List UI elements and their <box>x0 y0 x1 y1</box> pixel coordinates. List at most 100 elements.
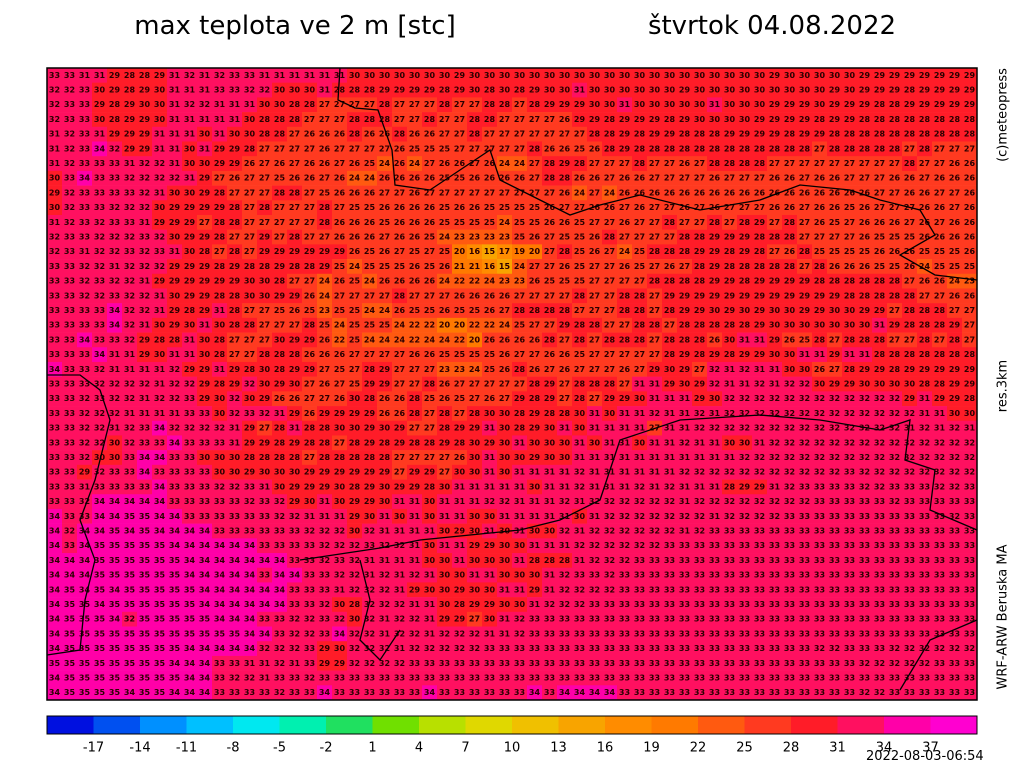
cell: 29 <box>827 347 843 363</box>
cell: 23 <box>482 229 498 245</box>
cell-value: 28 <box>304 100 316 109</box>
cell-value: 29 <box>334 247 346 256</box>
cell: 27 <box>872 156 888 172</box>
cell: 29 <box>767 68 783 83</box>
cell-value: 29 <box>574 100 586 109</box>
cell-value: 33 <box>94 306 105 315</box>
cell-value: 29 <box>934 86 946 95</box>
cell: 28 <box>572 317 588 333</box>
cell: 32 <box>77 273 93 289</box>
cell: 30 <box>632 391 648 407</box>
cell-value: 29 <box>154 218 166 227</box>
cell: 31 <box>632 406 648 422</box>
cell: 29 <box>137 82 153 98</box>
cell: 30 <box>512 68 528 83</box>
cell: 30 <box>632 82 648 98</box>
cell-value: 21 <box>454 262 466 271</box>
cell-value: 30 <box>154 203 166 212</box>
cell-value: 31 <box>139 394 151 403</box>
cell-value: 26 <box>454 159 466 168</box>
cell-value: 28 <box>379 453 391 462</box>
cell-value: 28 <box>874 115 886 124</box>
cell-value: 28 <box>739 262 751 271</box>
cell: 26 <box>422 126 438 142</box>
cell-value: 28 <box>664 218 676 227</box>
cell: 32 <box>797 376 813 392</box>
cell: 29 <box>797 288 813 304</box>
cell: 32 <box>842 420 858 436</box>
cell-value: 30 <box>469 453 481 462</box>
cell-value: 26 <box>634 203 646 212</box>
cell: 26 <box>857 229 873 245</box>
cell-value: 26 <box>529 277 541 286</box>
cell: 32 <box>122 435 138 451</box>
cell: 28 <box>782 259 798 275</box>
cell: 29 <box>122 97 138 113</box>
cell-value: 28 <box>874 277 886 286</box>
cell: 27 <box>902 141 918 157</box>
cell-value: 28 <box>754 233 766 242</box>
cell: 28 <box>497 97 513 113</box>
cell: 27 <box>542 185 558 201</box>
cell-value: 26 <box>349 188 361 197</box>
cell: 29 <box>587 112 603 128</box>
cell-value: 32 <box>214 424 225 433</box>
cell: 31 <box>182 332 198 348</box>
cell-value: 25 <box>484 365 496 374</box>
cell-value: 29 <box>289 438 301 447</box>
cell-value: 29 <box>229 159 241 168</box>
cell-value: 27 <box>364 144 375 153</box>
cell-value: 31 <box>649 438 661 447</box>
cell-value: 28 <box>514 306 526 315</box>
cell: 30 <box>212 450 228 466</box>
cell-value: 34 <box>109 321 121 330</box>
cell: 30 <box>752 68 768 83</box>
cell: 27 <box>632 361 648 377</box>
cell: 29 <box>677 288 693 304</box>
cell: 26 <box>947 288 963 304</box>
cell: 30 <box>737 82 753 98</box>
cell-value: 33 <box>79 86 90 95</box>
cell: 30 <box>107 435 123 451</box>
cell: 31 <box>662 435 678 451</box>
cell: 26 <box>512 170 528 186</box>
cell-value: 30 <box>694 71 706 80</box>
cell-value: 33 <box>94 277 105 286</box>
cell: 29 <box>227 273 243 289</box>
cell-value: 27 <box>589 335 600 344</box>
cell-value: 31 <box>49 144 61 153</box>
cell: 30 <box>647 82 663 98</box>
cell-value: 29 <box>139 86 151 95</box>
cell-value: 25 <box>934 247 946 256</box>
cell-value: 33 <box>79 100 90 109</box>
cell-value: 27 <box>394 350 405 359</box>
cell-value: 28 <box>919 380 931 389</box>
cell: 30 <box>602 406 618 422</box>
cell-value: 32 <box>859 438 870 447</box>
cell-value: 30 <box>844 321 856 330</box>
cell: 31 <box>122 361 138 377</box>
cell: 26 <box>482 288 498 304</box>
cell: 32 <box>107 141 123 157</box>
cell: 27 <box>392 376 408 392</box>
cell-value: 27 <box>304 380 315 389</box>
cell: 23 <box>512 273 528 289</box>
cell: 32 <box>902 406 918 422</box>
cell-value: 31 <box>754 438 766 447</box>
cell: 26 <box>857 259 873 275</box>
cell-value: 25 <box>424 262 436 271</box>
cell: 32 <box>122 288 138 304</box>
cell: 26 <box>872 244 888 260</box>
cell: 27 <box>797 156 813 172</box>
cell-value: 32 <box>919 424 930 433</box>
cell-value: 30 <box>784 321 796 330</box>
cell-value: 26 <box>964 188 976 197</box>
cell-value: 30 <box>199 335 211 344</box>
cell-value: 26 <box>379 203 391 212</box>
cell: 32 <box>197 97 213 113</box>
cell: 26 <box>587 141 603 157</box>
cell: 29 <box>92 97 108 113</box>
cell: 26 <box>947 229 963 245</box>
cell: 27 <box>302 391 318 407</box>
cell: 28 <box>257 112 273 128</box>
